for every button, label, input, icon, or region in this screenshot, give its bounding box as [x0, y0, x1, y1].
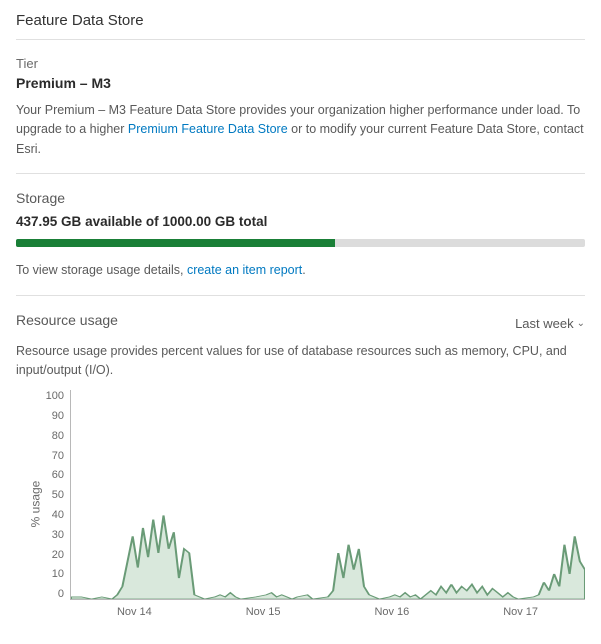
page-title: Feature Data Store — [16, 12, 585, 40]
chevron-down-icon: ⌄ — [577, 318, 585, 329]
ytick-label: 0 — [40, 588, 64, 600]
chart-area-path — [71, 516, 585, 600]
ytick-label: 50 — [40, 489, 64, 501]
tier-value: Premium – M3 — [16, 75, 585, 91]
ytick-label: 30 — [40, 529, 64, 541]
storage-progress-fill — [16, 239, 335, 247]
storage-heading: Storage — [16, 190, 585, 206]
ytick-label: 70 — [40, 450, 64, 462]
xtick-label: Nov 14 — [70, 606, 199, 618]
xtick-label: Nov 15 — [199, 606, 328, 618]
storage-progress-track — [16, 239, 585, 247]
storage-detail-pre: To view storage usage details, — [16, 263, 187, 277]
ytick-label: 100 — [40, 390, 64, 402]
usage-description: Resource usage provides percent values f… — [16, 342, 585, 381]
chart-xticks: Nov 14Nov 15Nov 16Nov 17 — [70, 600, 585, 618]
storage-section: Storage 437.95 GB available of 1000.00 G… — [16, 174, 585, 295]
chart-plot-area — [70, 390, 585, 600]
storage-total: 1000.00 GB total — [162, 214, 267, 229]
tier-section: Tier Premium – M3 Your Premium – M3 Feat… — [16, 40, 585, 174]
storage-available: 437.95 GB — [16, 214, 81, 229]
ytick-label: 60 — [40, 469, 64, 481]
create-item-report-link[interactable]: create an item report — [187, 263, 302, 277]
ytick-label: 20 — [40, 549, 64, 561]
chart-svg — [71, 390, 585, 599]
xtick-label: Nov 16 — [328, 606, 457, 618]
ytick-label: 90 — [40, 410, 64, 422]
time-range-label: Last week — [515, 316, 574, 331]
storage-summary: 437.95 GB available of 1000.00 GB total — [16, 214, 585, 229]
premium-feature-data-store-link[interactable]: Premium Feature Data Store — [128, 122, 288, 136]
storage-detail-post: . — [302, 263, 305, 277]
tier-label: Tier — [16, 56, 585, 71]
chart-ylabel: % usage — [28, 481, 42, 528]
usage-heading: Resource usage — [16, 312, 118, 328]
storage-detail: To view storage usage details, create an… — [16, 261, 585, 280]
ytick-label: 80 — [40, 430, 64, 442]
ytick-label: 10 — [40, 568, 64, 580]
chart-yticks: 1009080706050403020100 — [40, 390, 70, 600]
usage-chart: % usage 1009080706050403020100 Nov 14Nov… — [16, 390, 585, 618]
usage-section: Resource usage Last week ⌄ Resource usag… — [16, 296, 585, 633]
storage-of: available of — [85, 214, 159, 229]
xtick-label: Nov 17 — [456, 606, 585, 618]
time-range-selector[interactable]: Last week ⌄ — [515, 316, 585, 331]
ytick-label: 40 — [40, 509, 64, 521]
tier-description: Your Premium – M3 Feature Data Store pro… — [16, 101, 585, 159]
